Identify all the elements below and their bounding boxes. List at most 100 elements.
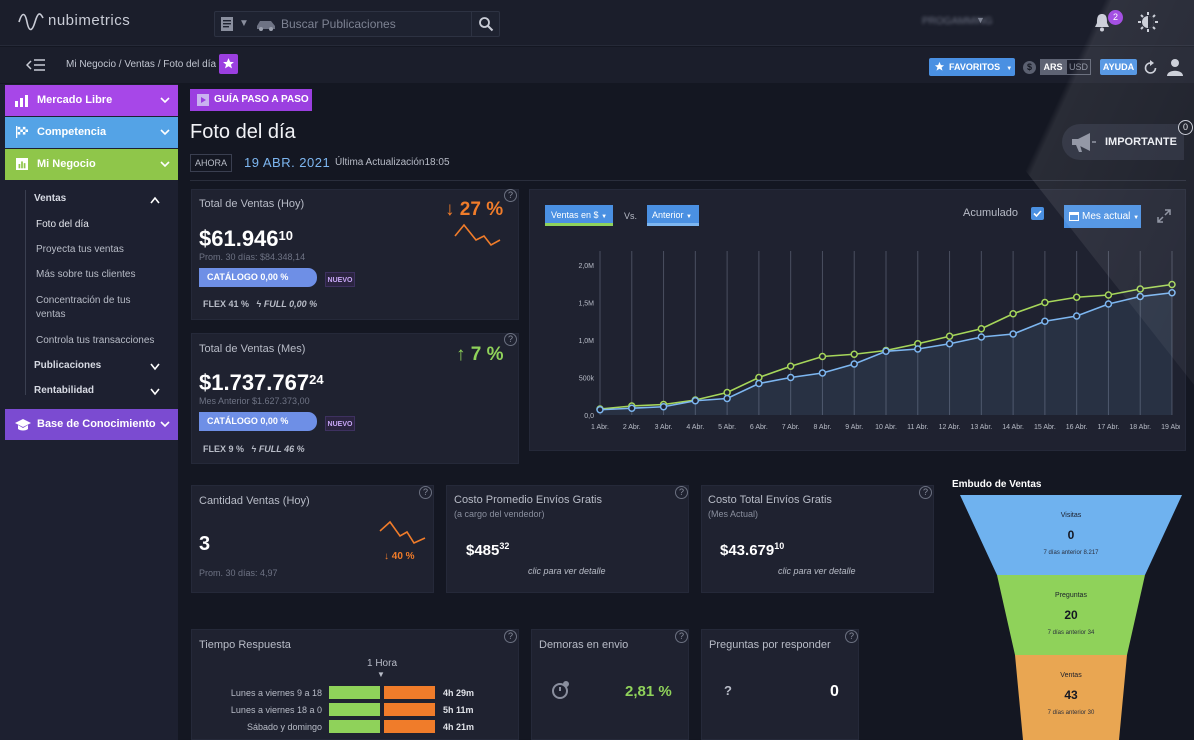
chart-point[interactable] xyxy=(723,388,731,397)
sidebar-subitem-clientes[interactable]: Más sobre tus clientes xyxy=(36,269,136,280)
chart-point[interactable] xyxy=(850,350,858,358)
series-select[interactable]: Ventas en $ ▼ xyxy=(545,205,613,226)
chart-point[interactable] xyxy=(1009,330,1017,338)
chart-point[interactable] xyxy=(1104,300,1113,308)
user-menu-chevron-icon[interactable]: ▼ xyxy=(976,15,985,25)
chart-point[interactable] xyxy=(1168,289,1176,297)
chart-point[interactable] xyxy=(818,369,827,377)
ayuda-button[interactable]: AYUDA xyxy=(1100,59,1137,75)
currency-usd-toggle[interactable]: USD xyxy=(1066,59,1091,75)
sidebar-item-publicaciones[interactable]: Publicaciones xyxy=(34,360,102,371)
chart-point[interactable] xyxy=(882,347,890,355)
car-icon[interactable] xyxy=(255,15,277,33)
chart-point[interactable] xyxy=(945,340,954,348)
chart-point[interactable] xyxy=(691,397,700,405)
chevron-down-icon[interactable] xyxy=(150,388,160,396)
costo-total-hint[interactable]: clic para ver detalle xyxy=(778,566,856,576)
chart-point[interactable] xyxy=(1136,292,1144,301)
user-name[interactable]: PROGAMMING xyxy=(922,16,993,27)
chart-point[interactable] xyxy=(1072,312,1081,320)
help-icon[interactable]: ? xyxy=(504,189,517,202)
chart-point[interactable] xyxy=(1041,317,1049,325)
theme-toggle-icon[interactable] xyxy=(1138,12,1158,32)
guia-paso-a-paso-button[interactable]: GUÍA PASO A PASO xyxy=(190,89,312,111)
help-icon[interactable]: ? xyxy=(675,630,688,643)
preguntas-card[interactable] xyxy=(701,629,859,740)
chart-point[interactable] xyxy=(1136,285,1144,293)
chart-point[interactable] xyxy=(977,325,986,333)
expand-icon[interactable] xyxy=(1157,209,1171,223)
help-icon[interactable]: ? xyxy=(419,486,432,499)
sidebar-item-competencia[interactable]: Competencia xyxy=(5,117,178,148)
search-button[interactable] xyxy=(471,12,499,36)
chart-point[interactable] xyxy=(755,373,763,382)
ventas-hoy-card[interactable] xyxy=(191,189,519,320)
chart-point[interactable] xyxy=(1009,310,1017,318)
costo-promedio-value-dec: 32 xyxy=(499,541,510,551)
period-select[interactable]: Mes actual ▼ xyxy=(1064,205,1141,228)
chart-point[interactable] xyxy=(1072,293,1081,301)
funnel-stage-preguntas[interactable] xyxy=(997,575,1145,655)
bell-icon[interactable] xyxy=(1092,11,1112,33)
logo-text[interactable]: nubimetrics xyxy=(48,12,131,29)
costo-promedio-card[interactable] xyxy=(446,485,689,593)
sidebar-item-rentabilidad[interactable]: Rentabilidad xyxy=(34,385,95,396)
chart-point[interactable] xyxy=(628,404,636,412)
chart-point[interactable] xyxy=(755,379,763,388)
currency-ars-toggle[interactable]: ARS xyxy=(1040,59,1066,75)
compare-select[interactable]: Anterior ▼ xyxy=(647,205,699,226)
sidebar-item-mi-negocio[interactable]: Mi Negocio xyxy=(5,149,178,180)
help-icon[interactable]: ? xyxy=(675,486,688,499)
favoritos-button[interactable]: FAVORITOS ▼ xyxy=(929,58,1015,76)
series-select-label: Ventas en $ xyxy=(551,210,599,220)
document-icon[interactable] xyxy=(219,16,235,32)
chart-point[interactable] xyxy=(1041,298,1049,307)
chart-y-tick: 1,5M xyxy=(578,301,594,308)
help-icon[interactable]: ? xyxy=(919,486,932,499)
collapse-menu-icon[interactable] xyxy=(26,58,46,72)
ventas-mes-card[interactable] xyxy=(191,333,519,464)
chevron-down-icon[interactable] xyxy=(150,363,160,371)
chevron-up-icon[interactable] xyxy=(150,196,160,204)
cantidad-ventas-card[interactable] xyxy=(191,485,434,593)
sidebar-subitem-transacciones[interactable]: Controla tus transacciones xyxy=(36,335,155,346)
chart-x-tick: 9 Abr. xyxy=(845,424,863,431)
chart-point[interactable] xyxy=(850,360,858,368)
chevron-down-icon[interactable]: ▼ xyxy=(239,18,249,29)
help-icon[interactable]: ? xyxy=(504,630,517,643)
funnel-stage-ventas[interactable] xyxy=(1015,655,1127,740)
chart-point[interactable] xyxy=(659,403,668,411)
sidebar-item-base-conocimiento[interactable]: Base de Conocimiento xyxy=(5,409,178,440)
help-icon[interactable]: ? xyxy=(504,333,517,346)
costo-total-card[interactable] xyxy=(701,485,934,593)
chart-point[interactable] xyxy=(914,345,922,353)
sidebar-item-ventas[interactable]: Ventas xyxy=(34,193,67,204)
add-favorite-button[interactable] xyxy=(219,54,238,74)
chart-point[interactable] xyxy=(723,394,731,403)
ahora-button[interactable]: AHORA xyxy=(190,154,232,172)
sidebar-item-mercado-libre[interactable]: Mercado Libre xyxy=(5,85,178,116)
acumulado-checkbox[interactable] xyxy=(1031,207,1044,220)
chart-point[interactable] xyxy=(1168,280,1176,289)
chart-point[interactable] xyxy=(945,332,954,340)
funnel-stage-visitas[interactable] xyxy=(960,495,1182,575)
nubimetrics-logo-icon[interactable] xyxy=(18,10,44,34)
sidebar-subitem-foto-del-dia[interactable]: Foto del día xyxy=(36,219,89,230)
chart-point[interactable] xyxy=(977,333,986,341)
user-icon[interactable] xyxy=(1167,58,1183,76)
refresh-icon[interactable] xyxy=(1144,59,1158,75)
chart-point[interactable] xyxy=(818,352,827,361)
chart-point[interactable] xyxy=(786,362,795,370)
chart-point[interactable] xyxy=(786,373,795,382)
sidebar-subitem-proyecta[interactable]: Proyecta tus ventas xyxy=(36,244,124,255)
breadcrumb[interactable]: Mi Negocio / Ventas / Foto del día xyxy=(66,59,217,70)
sidebar-subitem-concentracion[interactable]: Concentración de tus ventas xyxy=(36,295,131,320)
chart-point[interactable] xyxy=(1104,291,1113,299)
tiempo-bar-orange xyxy=(384,686,435,699)
last-update-time: 18:05 xyxy=(424,157,450,168)
search-input[interactable] xyxy=(281,14,461,34)
help-icon[interactable]: ? xyxy=(845,630,858,643)
costo-promedio-hint[interactable]: clic para ver detalle xyxy=(528,566,606,576)
chart-point[interactable] xyxy=(596,406,604,414)
date-selector[interactable]: 19 ABR. 2021 xyxy=(244,155,331,170)
